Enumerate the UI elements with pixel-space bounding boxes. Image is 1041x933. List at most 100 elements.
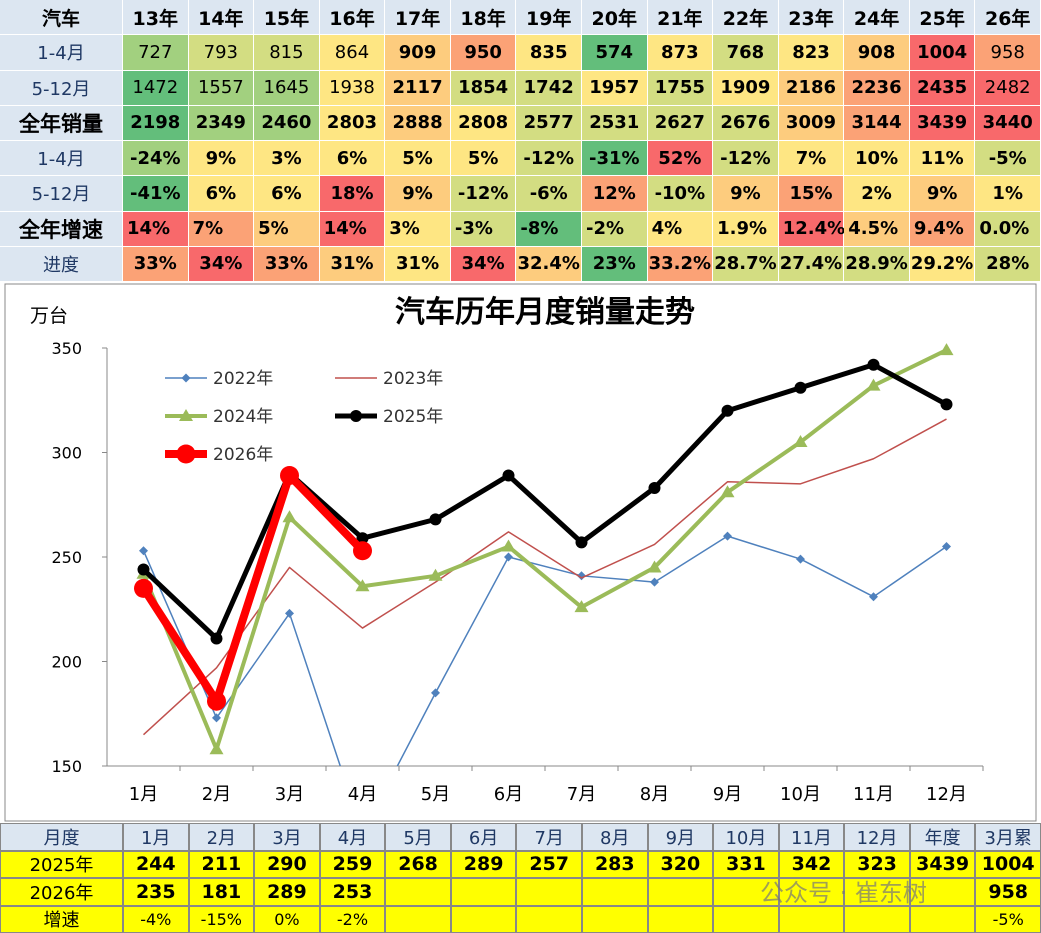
series-line [141,348,948,752]
x-tick-label: 7月 [567,784,596,805]
cell: 9.4% [909,211,976,247]
cell: 768 [713,35,779,71]
row-label: 2026年 [0,878,123,906]
marker [209,742,224,755]
x-tick-label: 4月 [348,784,377,805]
cell: 2803 [319,105,386,141]
cell: -5% [975,141,1041,177]
header-cell: 17年 [385,0,451,36]
legend-label: 2025年 [383,407,443,427]
cell [647,905,714,933]
x-tick-label: 8月 [640,784,669,805]
marker [720,485,735,498]
cell: 253 [319,878,386,906]
cell: 1557 [188,70,255,106]
cell [647,878,714,906]
cell: 4% [647,211,714,247]
marker [356,532,369,545]
cell: 9% [909,176,976,212]
marker [721,404,734,417]
cell [516,905,582,933]
marker [939,343,954,356]
x-tick-label: 3月 [275,784,304,805]
marker [942,542,951,552]
cell: 864 [319,35,386,71]
marker [650,577,659,587]
cell: 283 [582,850,648,878]
cell: 211 [188,850,255,878]
marker [176,444,196,464]
cell: 9% [188,141,255,177]
row-label: 1-4月 [0,141,123,177]
legend-label: 2023年 [383,369,443,389]
cell: 574 [582,35,648,71]
cell: 33.2% [647,246,714,282]
row-label: 5-12月 [0,176,123,212]
cell: 1755 [647,70,714,106]
cell: 23% [582,246,648,282]
series [142,418,947,736]
cell [385,905,451,933]
header-cell: 23年 [778,0,845,36]
cell: 2531 [582,105,648,141]
cell: 28.9% [844,246,910,282]
cell: 958 [975,878,1041,906]
marker [285,608,294,618]
cell: 3009 [778,105,845,141]
cell [582,878,648,906]
marker [504,552,513,562]
cell: 15% [778,176,845,212]
cell: 2117 [385,70,451,106]
legend-label: 2026年 [213,445,273,465]
header-cell: 26年 [975,0,1041,36]
marker [648,482,661,495]
cell: 235 [123,878,189,906]
cell: 2482 [975,70,1041,106]
cell: -24% [123,141,189,177]
marker [647,560,662,573]
cell: -15% [188,905,255,933]
cell: 1742 [516,70,582,106]
cell: 3% [254,141,320,177]
cell: 0% [254,905,320,933]
header-cell: 2月 [188,823,255,851]
cell: 33% [254,246,320,282]
cell: 2577 [516,105,582,141]
cell [778,878,845,906]
cell: -6% [516,176,582,212]
header-cell: 年度 [909,823,976,851]
cell: 320 [647,850,714,878]
cell: 2236 [844,70,910,106]
cell: -12% [713,141,779,177]
marker [794,381,807,394]
header-cell: 11月 [778,823,845,851]
marker [796,554,805,564]
cell [385,878,451,906]
marker [350,410,362,422]
cell: 12.4% [778,211,845,247]
row-label: 全年销量 [0,105,123,141]
marker [353,541,372,561]
cell: 7% [778,141,845,177]
cell: 6% [254,176,320,212]
cell: 2186 [778,70,845,106]
cell: 28.7% [713,246,779,282]
cell: 259 [319,850,386,878]
marker [574,600,589,613]
marker [577,571,586,581]
header-cell: 7月 [516,823,582,851]
cell: 52% [647,141,714,177]
cell: -12% [450,176,517,212]
cell: 33% [123,246,189,282]
cell: 1004 [975,850,1041,878]
row-label: 增速 [0,905,123,933]
header-cell: 4月 [319,823,386,851]
marker [137,563,150,576]
cell: 331 [713,850,779,878]
marker [866,378,881,391]
y-axis-label: 万台 [30,305,68,327]
cell: 14% [123,211,189,247]
header-cell: 8月 [582,823,648,851]
marker [179,409,193,421]
legend-label: 2022年 [213,369,273,389]
